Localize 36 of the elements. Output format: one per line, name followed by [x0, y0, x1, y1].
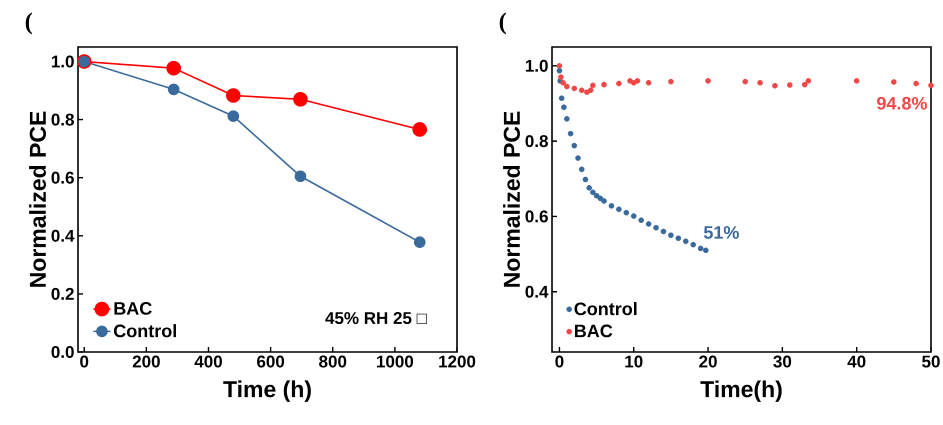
y-tick-label: 0.0: [52, 346, 74, 358]
x-tick-label: 1200: [439, 356, 476, 368]
x-tick-label: 20: [699, 356, 717, 368]
annotation: 45% RH 25 □: [325, 312, 427, 324]
legend-label: BAC: [574, 324, 612, 338]
x-tick-label: 1000: [377, 356, 414, 368]
legend-label: Control: [574, 302, 636, 316]
x-axis-title: Time(h): [700, 380, 782, 402]
y-tick-label: 0.6: [526, 210, 548, 222]
chart-title: (: [500, 12, 506, 34]
legend-label: BAC: [114, 302, 152, 315]
y-tick-label: 0.8: [52, 114, 74, 126]
legend-label: Control: [114, 324, 176, 338]
x-axis-title: Time (h): [223, 380, 311, 402]
y-tick-label: 0.2: [52, 288, 74, 300]
x-tick-label: 0: [555, 356, 564, 368]
y-axis-title: Normalized PCE: [503, 112, 520, 287]
y-tick-label: 0.6: [52, 172, 74, 184]
x-tick-label: 200: [132, 356, 160, 368]
y-tick-label: 1.0: [526, 60, 548, 72]
y-tick-label: 0.4: [52, 230, 74, 242]
x-tick-label: 10: [625, 356, 642, 368]
chart-title: (: [26, 12, 32, 34]
annotation: 94.8%: [877, 96, 927, 110]
y-tick-label: 0.8: [526, 135, 548, 148]
x-tick-label: 40: [847, 356, 866, 368]
x-tick-label: 50: [922, 356, 940, 368]
y-tick-label: 0.4: [526, 286, 548, 298]
x-tick-label: 600: [257, 356, 284, 368]
x-tick-label: 800: [319, 356, 346, 368]
x-tick-label: 0: [80, 356, 88, 368]
x-tick-label: 30: [773, 356, 792, 368]
y-axis-title: Normalized PCE: [29, 112, 46, 287]
x-tick-label: 400: [194, 356, 222, 368]
annotation: 51%: [704, 226, 739, 239]
y-tick-label: 1.0: [52, 55, 74, 68]
